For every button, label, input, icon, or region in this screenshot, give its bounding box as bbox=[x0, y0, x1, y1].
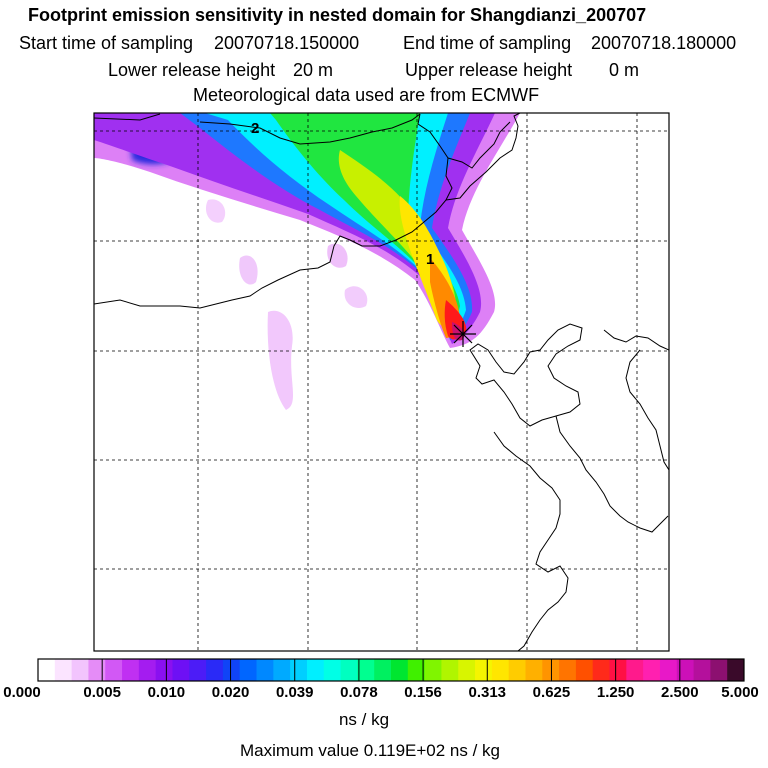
colorbar-unit: ns / kg bbox=[338, 710, 390, 729]
lower-height-value: 20 m bbox=[293, 60, 334, 80]
colorbar-label: 0.005 bbox=[83, 684, 121, 701]
colorbar-cell bbox=[458, 659, 476, 681]
colorbar-cell bbox=[189, 659, 207, 681]
plume-yellowgreen-band bbox=[338, 150, 456, 330]
plume-faint-patch bbox=[267, 310, 294, 410]
map-frame bbox=[93, 112, 670, 652]
colorbar-cell bbox=[609, 659, 627, 681]
plume-faint-patch bbox=[344, 286, 368, 309]
colorbar-cell bbox=[441, 659, 459, 681]
colorbar-cell bbox=[643, 659, 661, 681]
star-marker-icon bbox=[450, 321, 476, 347]
map-title: Footprint emission sensitivity in nested… bbox=[28, 5, 647, 25]
colorbar-label: 0.020 bbox=[211, 684, 250, 701]
maximum-value-number: 0.119E+02 ns / kg bbox=[363, 741, 501, 760]
colorbar-cell bbox=[105, 659, 123, 681]
colorbar-label: 2.500 bbox=[661, 684, 699, 701]
colorbar-cell bbox=[38, 659, 56, 681]
colorbar-label: 0.313 bbox=[468, 684, 507, 701]
colorbar-cell bbox=[290, 659, 308, 681]
colorbar-cell bbox=[525, 659, 543, 681]
plume-faint-patch bbox=[239, 255, 258, 285]
colorbar-cell bbox=[710, 659, 728, 681]
border-line-east bbox=[445, 113, 521, 201]
colorbar-cell bbox=[323, 659, 342, 681]
colorbar-cell bbox=[122, 659, 140, 681]
start-time-label: Start time of sampling bbox=[19, 33, 194, 53]
colorbar-cell bbox=[424, 659, 442, 681]
colorbar-cell bbox=[222, 659, 241, 681]
colorbar-cells bbox=[38, 659, 745, 681]
border-line-inner bbox=[447, 121, 511, 169]
plume-faint-patch bbox=[205, 199, 226, 223]
colorbar-cell bbox=[542, 659, 560, 681]
colorbar-cell bbox=[659, 659, 678, 681]
colorbar-cell bbox=[88, 659, 106, 681]
start-time-value: 20070718.150000 bbox=[214, 33, 360, 53]
upper-height-label: Upper release height bbox=[405, 60, 573, 80]
colorbar-cell bbox=[155, 659, 173, 681]
colorbar-label: 1.250 bbox=[596, 684, 635, 701]
colorbar-cell bbox=[374, 659, 392, 681]
end-time-label: End time of sampling bbox=[403, 33, 572, 53]
contour-label-1: 1 bbox=[426, 251, 434, 268]
colorbar-label: 0.010 bbox=[147, 684, 186, 701]
contour-label-2: 2 bbox=[251, 120, 259, 137]
coastline-bohai bbox=[469, 323, 583, 427]
met-data-note: Meteorological data used are from ECMWF bbox=[193, 85, 540, 105]
colorbar-cell bbox=[676, 659, 695, 681]
end-time-value: 20070718.180000 bbox=[591, 33, 737, 53]
colorbar-cell bbox=[54, 659, 73, 681]
colorbar-cell bbox=[206, 659, 224, 681]
colorbar-label: 0.000 bbox=[3, 684, 41, 701]
plume-green-band bbox=[270, 113, 460, 334]
colorbar-cell bbox=[357, 659, 375, 681]
colorbar-cell bbox=[475, 659, 493, 681]
colorbar-label: 0.625 bbox=[532, 684, 571, 701]
colorbar-label: 5.000 bbox=[721, 684, 759, 701]
colorbar-cell bbox=[559, 659, 577, 681]
colorbar-cell bbox=[592, 659, 611, 681]
plume-layer bbox=[94, 113, 520, 410]
colorbar-cell bbox=[71, 659, 89, 681]
colorbar-cell bbox=[340, 659, 358, 681]
maximum-value: Maximum value 0.119E+02 ns / kg bbox=[240, 741, 500, 761]
coastline-yellow-sea bbox=[555, 415, 669, 533]
coastlines bbox=[94, 113, 669, 651]
colorbar-cell bbox=[626, 659, 644, 681]
colorbar-cell bbox=[273, 659, 291, 681]
coastline-south bbox=[493, 431, 569, 651]
colorbar-cell bbox=[391, 659, 409, 681]
colorbar-cell bbox=[727, 659, 745, 681]
maximum-value-label: Maximum value bbox=[239, 741, 360, 760]
colorbar-cell bbox=[172, 659, 190, 681]
upper-height-value: 0 m bbox=[609, 60, 640, 80]
colorbar-label: 0.156 bbox=[404, 684, 442, 701]
coastline-korea bbox=[603, 329, 669, 471]
border-line-mongolia bbox=[94, 113, 453, 309]
colorbar-frame bbox=[37, 658, 745, 682]
colorbar-cell bbox=[138, 659, 157, 681]
colorbar-cell bbox=[575, 659, 594, 681]
colorbar-ticks bbox=[101, 659, 681, 681]
colorbar-cell bbox=[407, 659, 426, 681]
border-line-north bbox=[94, 113, 421, 145]
lower-height-label: Lower release height bbox=[108, 60, 276, 80]
colorbar-cell bbox=[239, 659, 258, 681]
colorbar-cell bbox=[491, 659, 510, 681]
colorbar-cell bbox=[306, 659, 325, 681]
colorbar-label: 0.078 bbox=[340, 684, 378, 701]
colorbar-cell bbox=[256, 659, 274, 681]
colorbar-cell bbox=[508, 659, 526, 681]
plume-faint-patch bbox=[327, 243, 348, 268]
colorbar-label: 0.039 bbox=[275, 684, 314, 701]
colorbar-cell bbox=[693, 659, 711, 681]
